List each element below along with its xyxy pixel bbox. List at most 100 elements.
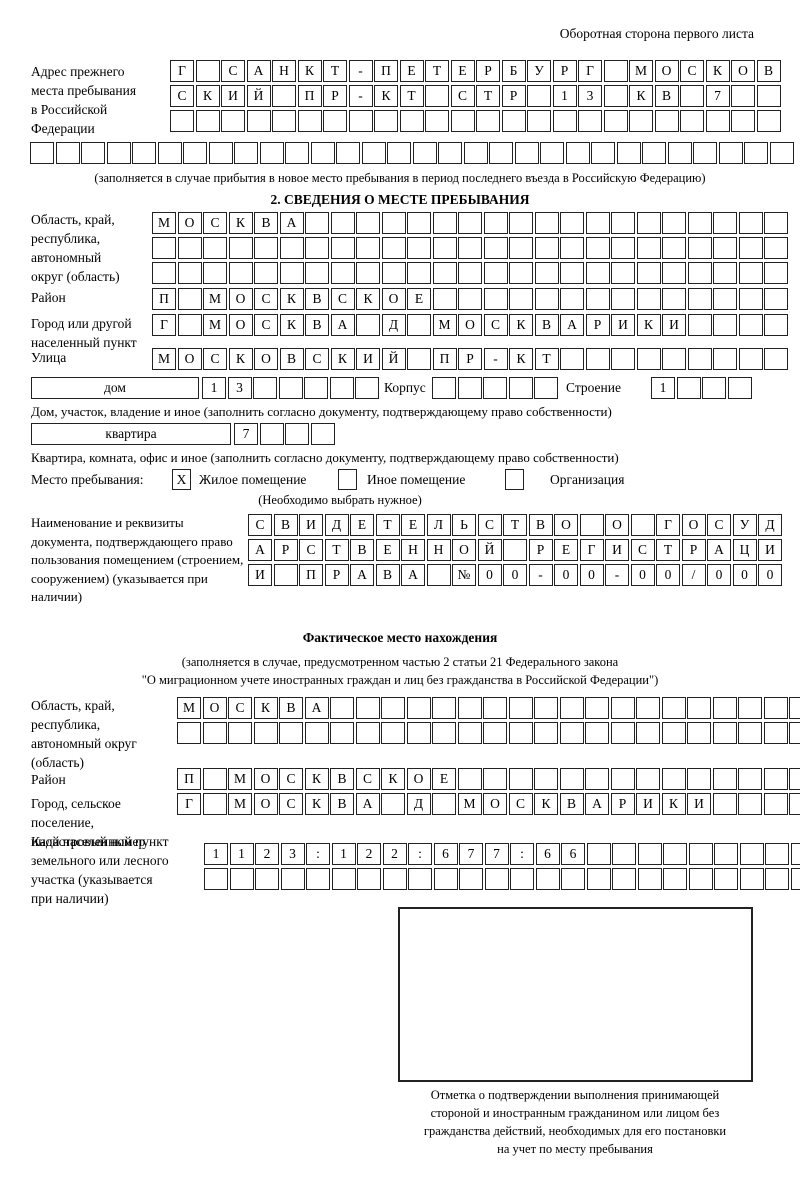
form-cell[interactable]: В [279,697,303,719]
form-cell[interactable]: 0 [503,564,527,586]
form-cell[interactable]: К [636,314,661,336]
form-cell[interactable] [323,110,347,132]
form-cell[interactable]: 7 [459,843,483,865]
form-cell[interactable]: В [350,539,374,561]
form-cell[interactable] [228,722,252,744]
form-cell[interactable] [177,722,201,744]
form-cell[interactable]: Й [246,85,271,107]
form-cell[interactable]: О [253,793,278,815]
form-cell[interactable] [687,697,711,719]
form-cell[interactable] [764,314,788,336]
form-cell[interactable] [381,262,406,284]
form-cell[interactable] [458,212,482,234]
checkbox-residential[interactable]: X [172,469,191,490]
form-cell[interactable]: С [450,85,475,107]
form-cell[interactable] [713,212,737,234]
form-cell[interactable] [514,142,539,164]
form-cell[interactable] [661,697,686,719]
form-cell[interactable] [508,697,533,719]
form-cell[interactable] [355,697,380,719]
form-cell[interactable] [285,142,309,164]
form-cell[interactable]: К [534,793,558,815]
form-cell[interactable]: 3 [280,843,305,865]
form-cell[interactable]: О [177,348,202,370]
form-cell[interactable]: Р [681,539,706,561]
form-cell[interactable] [253,722,278,744]
form-cell[interactable]: О [458,314,482,336]
form-cell[interactable] [55,142,80,164]
form-cell[interactable] [693,142,717,164]
form-cell[interactable]: К [304,768,329,790]
form-cell[interactable] [255,868,279,890]
form-cell[interactable]: О [228,314,253,336]
form-cell[interactable] [278,377,303,399]
form-cell[interactable] [535,868,560,890]
form-cell[interactable] [688,868,713,890]
form-cell[interactable]: И [611,314,635,336]
form-cell[interactable] [183,142,207,164]
form-cell[interactable] [610,768,635,790]
form-cell[interactable]: В [279,348,304,370]
form-cell[interactable] [738,722,762,744]
form-cell[interactable]: 0 [477,564,502,586]
form-cell[interactable]: О [254,348,278,370]
form-cell[interactable] [374,110,398,132]
form-cell[interactable]: И [636,793,660,815]
form-cell[interactable]: Ц [732,539,757,561]
form-cell[interactable] [687,348,712,370]
form-cell[interactable] [483,262,508,284]
form-cell[interactable]: Р [585,314,610,336]
form-cell[interactable]: 6 [433,843,458,865]
form-cell[interactable]: О [605,514,629,536]
form-cell[interactable] [585,722,609,744]
form-cell[interactable]: Т [399,85,424,107]
form-cell[interactable] [329,377,354,399]
form-cell[interactable] [629,110,653,132]
form-cell[interactable]: К [330,348,355,370]
form-cell[interactable] [425,110,449,132]
form-cell[interactable]: / [681,564,706,586]
form-cell[interactable] [534,262,559,284]
form-cell[interactable] [612,868,636,890]
form-cell[interactable]: О [381,288,406,310]
form-cell[interactable]: С [630,539,655,561]
form-cell[interactable] [687,212,712,234]
form-cell[interactable] [432,722,456,744]
form-cell[interactable] [687,722,711,744]
form-cell[interactable]: Г [177,793,201,815]
form-cell[interactable]: П [432,348,457,370]
form-cell[interactable] [204,868,228,890]
form-cell[interactable]: Г [578,60,602,82]
form-cell[interactable]: С [279,793,303,815]
form-cell[interactable]: М [228,793,252,815]
form-cell[interactable] [330,697,354,719]
form-cell[interactable] [273,564,298,586]
form-cell[interactable]: С [221,60,245,82]
form-cell[interactable] [381,722,405,744]
form-cell[interactable]: Б [501,60,526,82]
form-cell[interactable] [425,85,449,107]
form-cell[interactable] [714,843,738,865]
form-cell[interactable]: О [253,768,278,790]
form-cell[interactable] [433,868,458,890]
form-cell[interactable]: С [279,768,303,790]
form-cell[interactable]: С [254,288,278,310]
form-cell[interactable] [229,868,254,890]
form-cell[interactable]: М [152,212,176,234]
form-cell[interactable] [483,237,508,259]
form-cell[interactable]: М [152,348,176,370]
form-cell[interactable] [152,262,176,284]
form-cell[interactable]: Г [152,314,176,336]
form-cell[interactable] [483,697,507,719]
form-cell[interactable]: 3 [578,85,602,107]
form-cell[interactable] [718,142,743,164]
form-cell[interactable]: О [228,288,253,310]
checkbox-other-premises[interactable] [338,469,357,490]
